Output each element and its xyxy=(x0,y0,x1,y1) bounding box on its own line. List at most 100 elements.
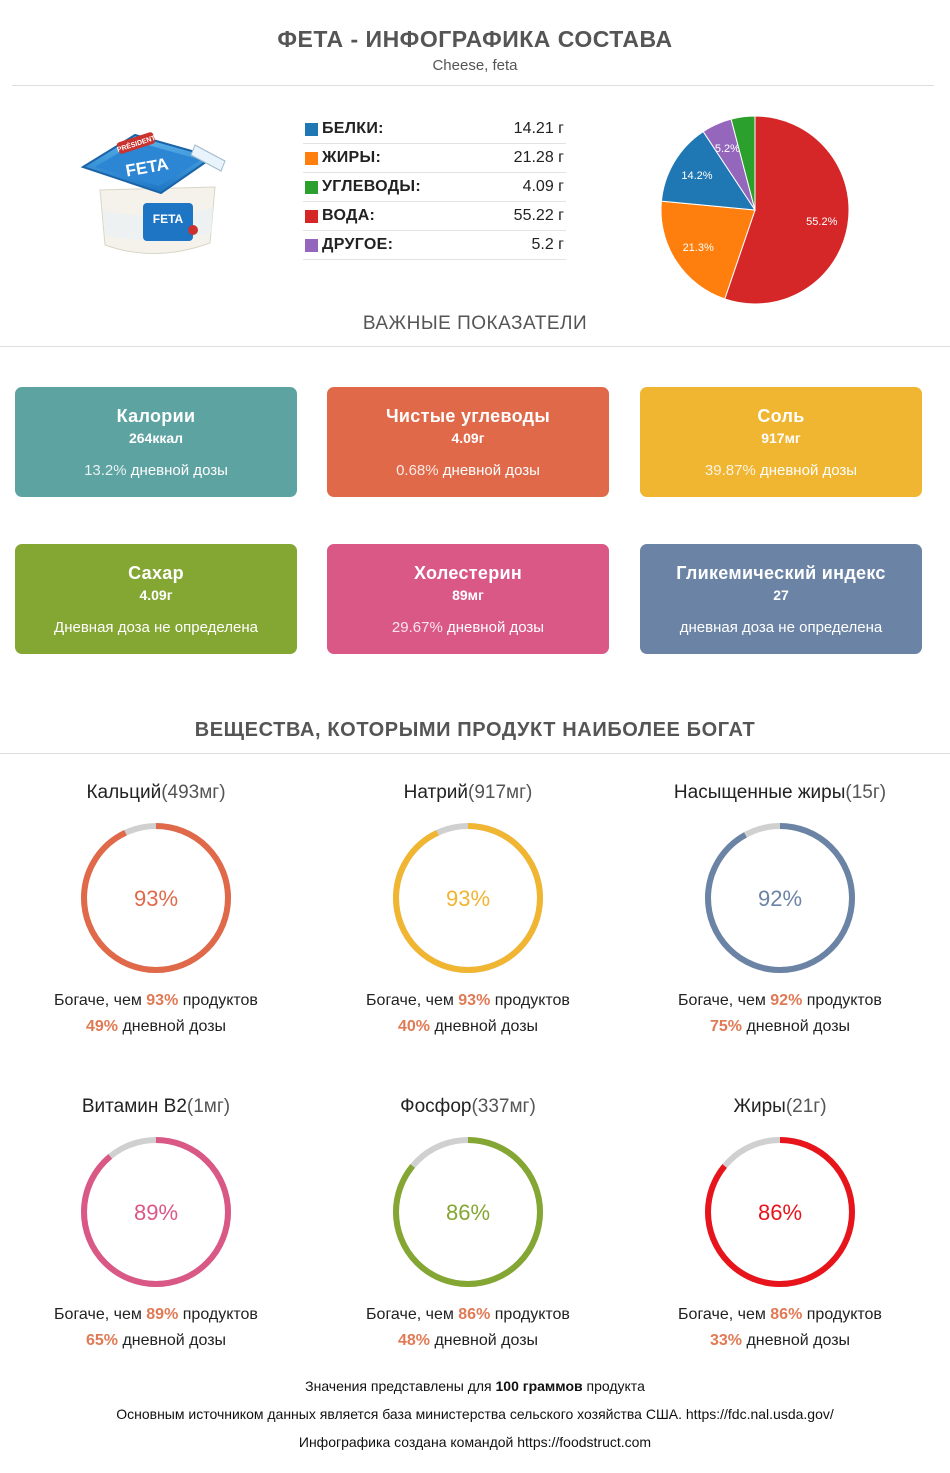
card-name: Соль xyxy=(757,406,805,426)
ring-progress xyxy=(81,823,231,973)
rich-item-vitamin-b2: Витамин B2(1мг) 89% Богаче, чем 89% продук… xyxy=(0,1096,312,1354)
feta-label-front: FETA xyxy=(153,212,184,226)
rich-heading: ВЕЩЕСТВА, КОТОРЫМИ ПРОДУКТ НАИБОЛЕЕ БОГА… xyxy=(194,719,756,741)
ring-label: 92% xyxy=(758,886,802,911)
nutrient-name: Кальций(493мг) xyxy=(86,782,226,803)
macro-row-water: ВОДА: 55.22 г xyxy=(303,202,566,231)
page-title: ФЕТА - ИНФОГРАФИКА СОСТАВА xyxy=(277,26,673,52)
card-glycemic-index: Гликемический индекс 27 дневная доза не … xyxy=(640,544,922,654)
card-name: Сахар xyxy=(128,563,184,583)
card-daily: 29.67% дневной дозы xyxy=(391,619,545,636)
macro-row-fat: ЖИРЫ: 21.28 г xyxy=(303,144,566,173)
richer-than-line: Богаче, чем 86% продуктов 48% дневной доз… xyxy=(366,1306,570,1349)
richer-than-line: Богаче, чем 89% продуктов 65% дневной доз… xyxy=(54,1306,258,1349)
ring-progress xyxy=(393,823,543,973)
pie-slice xyxy=(724,115,850,305)
important-heading: ВАЖНЫЕ ПОКАЗАТЕЛИ xyxy=(362,313,588,334)
nutrient-name: Фосфор(337мг) xyxy=(400,1096,536,1117)
card-name: Калории xyxy=(116,406,196,426)
nutrient-name: Витамин B2(1мг) xyxy=(81,1096,231,1117)
macro-name: БЕЛКИ: xyxy=(322,120,384,137)
rich-item-fat: Жиры(21г) 86% Богаче, чем 86% продуктов 33%… xyxy=(624,1096,936,1354)
richer-than-line: Богаче, чем 86% продуктов 33% дневной доз… xyxy=(678,1306,882,1349)
footer-note: Значения представлены для 100 граммов пр… xyxy=(305,1378,645,1394)
rich-item-calcium: Кальций(493мг) 93% Богаче, чем 93% продукт… xyxy=(0,782,312,1040)
ring-label: 89% xyxy=(134,1200,178,1225)
pie-slice xyxy=(730,115,756,211)
pie-slice-label: 5.2% xyxy=(715,143,740,155)
nutrient-name: Насыщенные жиры(15г) xyxy=(673,782,887,803)
macro-value: 14.21 г xyxy=(513,120,564,137)
card-name: Холестерин xyxy=(413,563,523,583)
card-cholesterol: Холестерин 89мг 29.67% дневной дозы xyxy=(327,544,609,654)
card-name: Чистые углеводы xyxy=(385,406,551,426)
card-value: 4.09г xyxy=(139,587,173,603)
macro-value: 55.22 г xyxy=(513,207,564,224)
card-daily: 0.68% дневной дозы xyxy=(396,462,540,479)
percentile-ring: 86% xyxy=(393,1137,543,1287)
percentile-ring: 89% xyxy=(81,1137,231,1287)
macro-name: ДРУГОЕ: xyxy=(322,236,394,253)
percentile-ring: 92% xyxy=(705,823,855,973)
card-value: 4.09г xyxy=(451,430,485,446)
richer-than-line: Богаче, чем 93% продуктов 40% дневной доз… xyxy=(366,992,570,1035)
card-daily: дневная доза не определена xyxy=(679,619,883,636)
rich-item-phosphorus: Фосфор(337мг) 86% Богаче, чем 86% продукто… xyxy=(312,1096,624,1354)
macro-name: ЖИРЫ: xyxy=(322,149,382,166)
macro-value: 4.09 г xyxy=(522,178,564,195)
rich-divider xyxy=(0,753,950,754)
card-salt: Соль 917мг 39.87% дневной дозы xyxy=(640,387,922,497)
important-divider xyxy=(0,346,950,347)
percentile-ring: 93% xyxy=(393,823,543,973)
richer-than-line: Богаче, чем 93% продуктов 49% дневной доз… xyxy=(54,992,258,1035)
pie-slice-label: 55.2% xyxy=(806,216,837,228)
card-sugar: Сахар 4.09г Дневная доза не определена xyxy=(15,544,297,654)
macro-name: УГЛЕВОДЫ: xyxy=(322,178,422,195)
pie-slice-label: 21.3% xyxy=(683,242,714,254)
composition-pie-chart: 55.2% 21.3% 14.2% 5.2% xyxy=(655,110,855,310)
ring-label: 86% xyxy=(446,1200,490,1225)
feta-container-image: FETA PRÉSIDENT FETA xyxy=(75,115,235,265)
macro-row-carbs: УГЛЕВОДЫ: 4.09 г xyxy=(303,173,566,202)
page-subtitle: Cheese, feta xyxy=(432,57,518,74)
rich-item-saturated-fat: Насыщенные жиры(15г) 92% Богаче, чем 92% п… xyxy=(624,782,936,1040)
fat-swatch xyxy=(305,152,318,165)
nutrient-name: Натрий(917мг) xyxy=(403,782,533,803)
card-net-carbs: Чистые углеводы 4.09г 0.68% дневной дозы xyxy=(327,387,609,497)
percentile-ring: 93% xyxy=(81,823,231,973)
card-value: 917мг xyxy=(761,430,801,446)
other-swatch xyxy=(305,239,318,252)
card-value: 89мг xyxy=(452,587,484,603)
card-calories: Калории 264ккал 13.2% дневной дозы xyxy=(15,387,297,497)
percentile-ring: 86% xyxy=(705,1137,855,1287)
header-divider xyxy=(12,85,934,86)
ring-progress xyxy=(705,823,855,973)
ring-progress xyxy=(705,1137,855,1287)
ring-label: 93% xyxy=(446,886,490,911)
carbs-swatch xyxy=(305,181,318,194)
card-daily: 39.87% дневной дозы xyxy=(704,462,858,479)
ring-label: 86% xyxy=(758,1200,802,1225)
pie-slice xyxy=(660,200,756,300)
macro-value: 5.2 г xyxy=(531,236,564,253)
water-swatch xyxy=(305,210,318,223)
footer-source: Основным источником данных является база… xyxy=(116,1406,834,1422)
macro-row-other: ДРУГОЕ: 5.2 г xyxy=(303,231,566,260)
card-daily: Дневная доза не определена xyxy=(54,619,258,636)
rich-item-sodium: Натрий(917мг) 93% Богаче, чем 93% продукто… xyxy=(312,782,624,1040)
macro-value: 21.28 г xyxy=(513,149,564,166)
pie-slice xyxy=(660,130,756,211)
macro-table: БЕЛКИ: 14.21 г ЖИРЫ: 21.28 г УГЛЕВОДЫ: 4… xyxy=(303,115,566,260)
pie-slice-label: 14.2% xyxy=(681,170,712,182)
card-value: 264ккал xyxy=(128,430,184,446)
card-daily: 13.2% дневной дозы xyxy=(84,462,228,479)
card-value: 27 xyxy=(773,587,789,603)
nutrient-name: Жиры(21г) xyxy=(733,1096,827,1117)
richer-than-line: Богаче, чем 92% продуктов 75% дневной доз… xyxy=(678,992,882,1035)
card-name: Гликемический индекс xyxy=(676,563,886,583)
macro-name: ВОДА: xyxy=(322,207,376,224)
ring-label: 93% xyxy=(134,886,178,911)
macro-row-protein: БЕЛКИ: 14.21 г xyxy=(303,115,566,144)
protein-swatch xyxy=(305,123,318,136)
ring-progress xyxy=(81,1137,231,1287)
